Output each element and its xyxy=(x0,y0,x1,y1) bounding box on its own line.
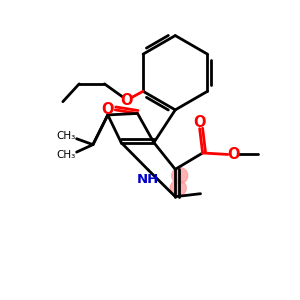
Text: NH: NH xyxy=(136,173,159,186)
Text: O: O xyxy=(121,93,133,108)
Circle shape xyxy=(172,167,188,184)
Text: O: O xyxy=(101,102,114,117)
Text: O: O xyxy=(194,115,206,130)
Text: O: O xyxy=(227,147,239,162)
Text: CH₃: CH₃ xyxy=(57,150,76,160)
Circle shape xyxy=(170,180,186,196)
Text: CH₃: CH₃ xyxy=(57,131,76,141)
